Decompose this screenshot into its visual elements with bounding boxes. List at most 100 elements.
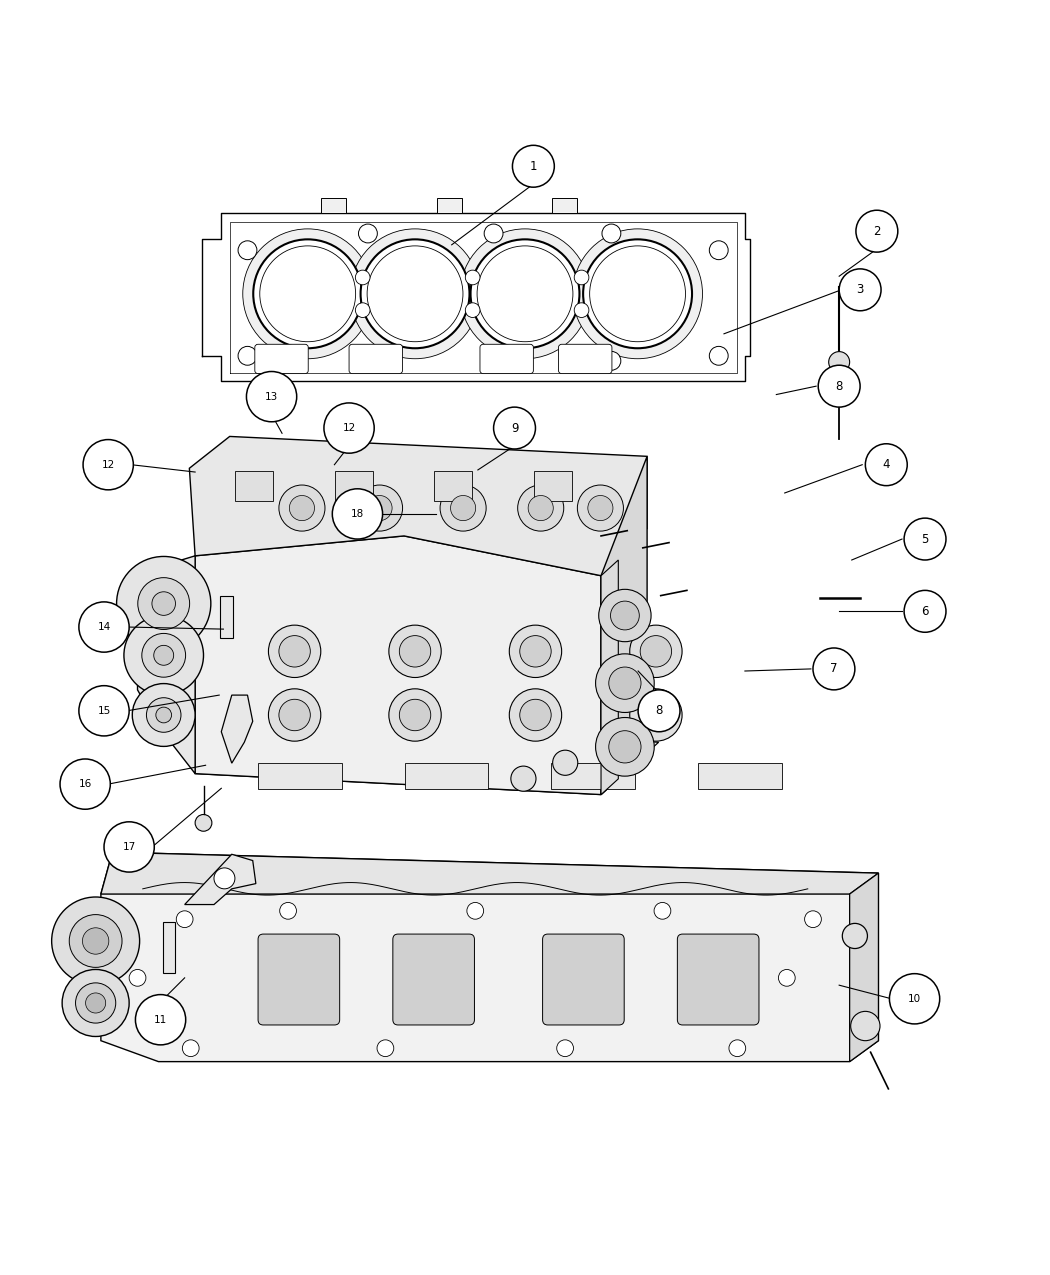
Circle shape [269, 625, 321, 677]
Circle shape [117, 556, 211, 650]
Circle shape [520, 636, 551, 667]
Polygon shape [185, 854, 256, 904]
Circle shape [460, 230, 590, 358]
Circle shape [238, 241, 257, 260]
Circle shape [904, 518, 946, 560]
Text: 2: 2 [874, 224, 881, 237]
Polygon shape [222, 695, 253, 764]
Circle shape [467, 903, 484, 919]
Polygon shape [195, 722, 658, 794]
Circle shape [135, 994, 186, 1046]
Polygon shape [189, 436, 647, 576]
Text: 14: 14 [98, 622, 110, 632]
Circle shape [358, 224, 377, 244]
Circle shape [332, 488, 382, 539]
Circle shape [388, 625, 441, 677]
Circle shape [269, 688, 321, 741]
Circle shape [129, 969, 146, 987]
Circle shape [290, 496, 315, 520]
Circle shape [509, 625, 562, 677]
Circle shape [494, 407, 536, 449]
FancyBboxPatch shape [559, 344, 612, 374]
Text: 17: 17 [123, 842, 135, 852]
Text: 10: 10 [908, 993, 921, 1003]
Circle shape [104, 822, 154, 872]
Circle shape [588, 496, 613, 520]
Circle shape [62, 969, 129, 1037]
Circle shape [253, 240, 362, 348]
Circle shape [520, 699, 551, 731]
FancyBboxPatch shape [349, 344, 402, 374]
Circle shape [640, 636, 672, 667]
Circle shape [729, 1040, 746, 1057]
Circle shape [79, 602, 129, 652]
Circle shape [511, 766, 536, 792]
Circle shape [818, 365, 860, 407]
Circle shape [813, 648, 855, 690]
Circle shape [76, 983, 116, 1023]
Circle shape [79, 686, 129, 736]
Circle shape [484, 352, 503, 370]
Text: 1: 1 [529, 159, 538, 172]
Text: 11: 11 [154, 1015, 167, 1025]
Circle shape [69, 914, 122, 968]
Circle shape [465, 302, 480, 317]
Circle shape [388, 688, 441, 741]
Circle shape [850, 1011, 880, 1040]
Text: 12: 12 [342, 423, 356, 434]
Circle shape [778, 969, 795, 987]
Bar [437, 198, 462, 213]
FancyBboxPatch shape [543, 935, 624, 1025]
Circle shape [279, 484, 326, 532]
Circle shape [152, 592, 175, 616]
Circle shape [610, 601, 639, 630]
Circle shape [630, 625, 682, 677]
FancyBboxPatch shape [255, 344, 309, 374]
Circle shape [518, 484, 564, 532]
Circle shape [804, 910, 821, 928]
Text: 9: 9 [510, 422, 519, 435]
Circle shape [904, 590, 946, 632]
Polygon shape [601, 560, 618, 794]
Circle shape [399, 699, 430, 731]
Circle shape [360, 240, 469, 348]
Circle shape [176, 910, 193, 928]
Circle shape [279, 636, 311, 667]
Circle shape [83, 440, 133, 490]
Text: 13: 13 [265, 391, 278, 402]
Circle shape [470, 240, 580, 348]
Circle shape [465, 270, 480, 284]
Circle shape [528, 496, 553, 520]
FancyBboxPatch shape [480, 344, 533, 374]
Text: 16: 16 [79, 779, 91, 789]
Circle shape [60, 759, 110, 810]
Text: 15: 15 [98, 706, 110, 715]
Circle shape [630, 688, 682, 741]
Circle shape [583, 240, 692, 348]
Circle shape [602, 352, 621, 370]
Circle shape [377, 1040, 394, 1057]
Circle shape [243, 230, 373, 358]
Bar [551, 198, 576, 213]
Circle shape [138, 578, 190, 630]
Circle shape [238, 347, 257, 365]
Circle shape [856, 210, 898, 252]
Circle shape [595, 718, 654, 776]
Text: 4: 4 [883, 458, 890, 472]
Circle shape [214, 868, 235, 889]
Bar [404, 764, 488, 789]
FancyBboxPatch shape [393, 935, 475, 1025]
Polygon shape [601, 456, 647, 794]
FancyBboxPatch shape [677, 935, 759, 1025]
Circle shape [602, 224, 621, 244]
Circle shape [710, 241, 728, 260]
Circle shape [195, 815, 212, 831]
Circle shape [142, 634, 186, 677]
Circle shape [484, 224, 503, 244]
Bar [533, 472, 571, 501]
Circle shape [124, 616, 204, 695]
Text: 18: 18 [351, 509, 364, 519]
Circle shape [640, 699, 672, 731]
Circle shape [609, 667, 642, 699]
Bar [435, 472, 472, 501]
